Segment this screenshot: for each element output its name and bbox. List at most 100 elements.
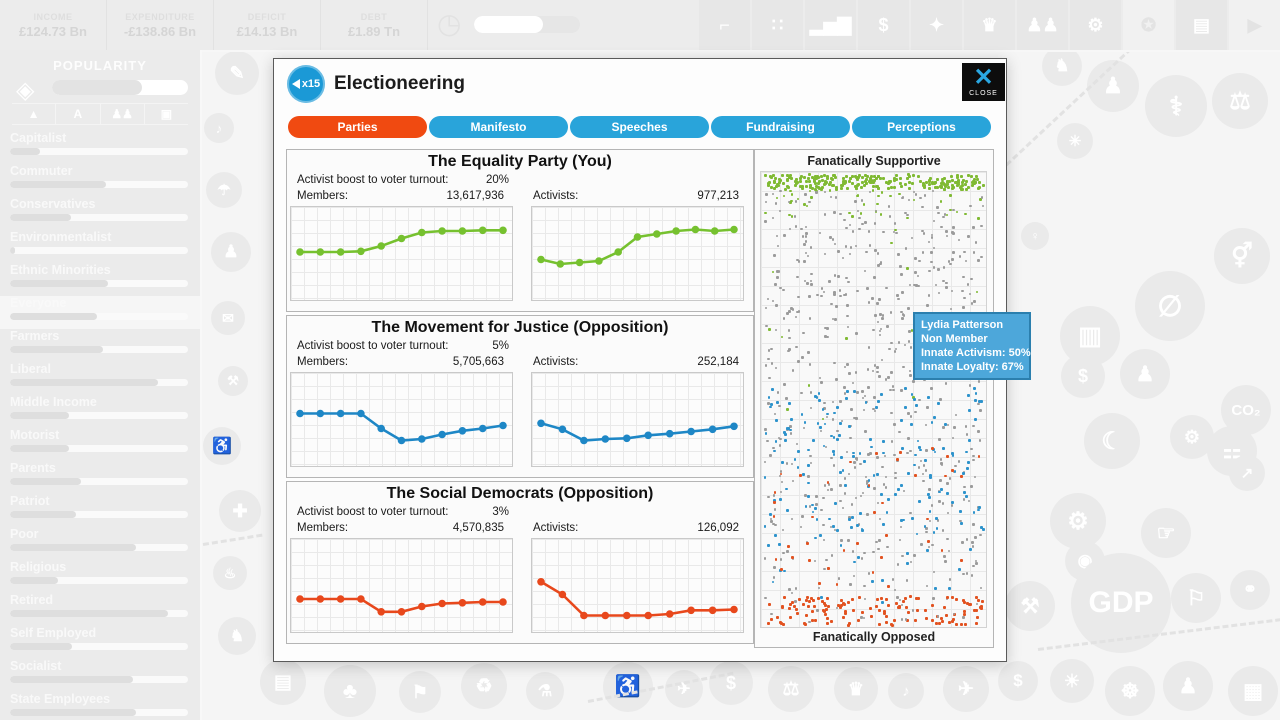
stat-debt[interactable]: DEBT £1.89 Tn [321, 0, 428, 50]
report-icon[interactable]: ▤ [1176, 0, 1227, 50]
close-button[interactable]: ✕ CLOSE [962, 63, 1005, 101]
voter-dot [767, 495, 770, 499]
voter-group-everyone[interactable]: Everyone [0, 296, 200, 329]
voter-dot [817, 597, 821, 601]
voter-dot [906, 472, 910, 476]
voter-dot [959, 519, 962, 523]
voter-dot [808, 295, 811, 298]
voter-dot [849, 424, 853, 428]
voter-dot [770, 362, 774, 365]
voter-dot [901, 313, 905, 316]
lightbulb-icon[interactable]: ✦ [911, 0, 962, 50]
voter-dot [818, 398, 821, 402]
voter-dot [962, 610, 966, 614]
voter-dot [876, 302, 879, 305]
gdp-icon: GDP [1071, 553, 1171, 653]
voter-dot [977, 454, 981, 458]
demographics-icon[interactable]: ∷ [752, 0, 803, 50]
voter-group-retired[interactable]: Retired [0, 593, 200, 626]
voter-group-parents[interactable]: Parents [0, 461, 200, 494]
voter-group-self-employed[interactable]: Self Employed [0, 626, 200, 659]
voter-dot [927, 395, 931, 399]
voter-dot [879, 327, 883, 331]
voter-dot [788, 348, 791, 351]
voter-group-environmentalist[interactable]: Environmentalist [0, 230, 200, 263]
stat-deficit-value: £14.13 Bn [236, 23, 298, 39]
voter-dot [915, 532, 919, 536]
settings-icon[interactable]: ⚙ [1070, 0, 1121, 50]
voter-group-label: Self Employed [10, 626, 97, 640]
voter-dot [845, 337, 848, 340]
policy-icon: ⚭ [1230, 570, 1270, 610]
voter-group-religious[interactable]: Religious [0, 560, 200, 593]
voter-dot [948, 477, 952, 480]
stat-expenditure[interactable]: EXPENDITURE -£138.86 Bn [107, 0, 214, 50]
voter-group-state-employees[interactable]: State Employees [0, 692, 200, 720]
voter-dot [809, 461, 813, 465]
handgun-icon[interactable]: ⌐ [699, 0, 750, 50]
voter-dot [913, 618, 917, 622]
voter-dot [951, 258, 954, 261]
voter-group-patriot[interactable]: Patriot [0, 494, 200, 527]
tab-perceptions[interactable]: Perceptions [852, 116, 991, 138]
sort-up-tab[interactable]: ▲ [12, 104, 57, 124]
voter-dot [884, 378, 888, 381]
members-chart [290, 206, 513, 301]
stat-debt-value: £1.89 Tn [347, 23, 401, 39]
voter-group-middle-income[interactable]: Middle Income [0, 395, 200, 428]
compare-tab[interactable]: ▣ [160, 107, 173, 121]
voter-group-capitalist[interactable]: Capitalist [0, 131, 200, 164]
voter-dot [871, 184, 875, 188]
voter-dot [960, 558, 964, 562]
voter-dot [834, 502, 838, 506]
voter-dot [900, 310, 903, 314]
trophy-icon[interactable]: ♛ [964, 0, 1015, 50]
voter-dot [804, 225, 808, 229]
voter-group-motorist[interactable]: Motorist [0, 428, 200, 461]
voter-dot [974, 596, 978, 600]
tab-parties[interactable]: Parties [288, 116, 427, 138]
voter-dot [792, 605, 796, 609]
voter-dot [961, 289, 964, 293]
tab-manifesto[interactable]: Manifesto [429, 116, 568, 138]
voter-dot [974, 536, 977, 539]
voter-dot [866, 513, 869, 516]
voter-dot [936, 615, 940, 618]
voter-group-commuter[interactable]: Commuter [0, 164, 200, 197]
sort-alpha-tab[interactable]: A [56, 104, 101, 124]
voter-group-ethnic-minorities[interactable]: Ethnic Minorities [0, 263, 200, 296]
voter-dot [764, 428, 767, 432]
voter-dot [865, 181, 869, 185]
voter-dot [818, 376, 822, 380]
tab-fundraising[interactable]: Fundraising [711, 116, 850, 138]
voter-dot [771, 580, 775, 584]
stat-income[interactable]: INCOME £124.73 Bn [0, 0, 107, 50]
voter-dot [843, 386, 846, 389]
voter-dot [970, 175, 974, 179]
voter-dot [923, 194, 927, 197]
voter-dot [798, 177, 802, 180]
voter-group-poor[interactable]: Poor [0, 527, 200, 560]
voter-group-farmers[interactable]: Farmers [0, 329, 200, 362]
voter-dot [895, 174, 899, 178]
groups-tab[interactable]: ♟♟ [101, 104, 145, 124]
voter-dot [815, 174, 819, 178]
voter-group-socialist[interactable]: Socialist [0, 659, 200, 692]
bar-chart-icon[interactable]: ▂▅▇ [805, 0, 856, 50]
voter-dot [772, 173, 776, 177]
voter-scatter-plot[interactable] [760, 171, 987, 628]
voter-group-conservatives[interactable]: Conservatives [0, 197, 200, 230]
voter-dot [860, 199, 864, 202]
finance-icon[interactable]: $ [858, 0, 909, 50]
tab-speeches[interactable]: Speeches [570, 116, 709, 138]
stat-deficit[interactable]: DEFICIT £14.13 Bn [214, 0, 321, 50]
voter-group-liberal[interactable]: Liberal [0, 362, 200, 395]
medal-icon[interactable]: ✪ [1123, 0, 1174, 50]
next-turn-icon[interactable]: ▶ [1229, 0, 1280, 50]
voter-dot [843, 492, 847, 495]
voters-icon[interactable]: ♟♟ [1017, 0, 1068, 50]
voter-dot [945, 182, 949, 186]
voter-dot [841, 256, 845, 260]
voter-dot [764, 364, 768, 367]
